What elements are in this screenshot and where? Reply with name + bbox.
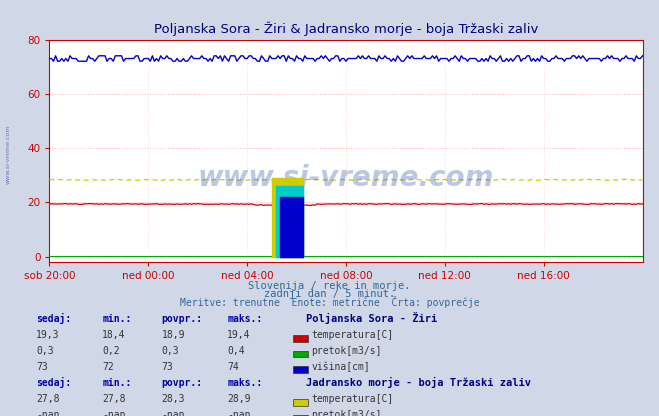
- Text: Poljanska Sora - Žiri: Poljanska Sora - Žiri: [306, 312, 438, 324]
- Text: maks.:: maks.:: [227, 314, 262, 324]
- Text: višina[cm]: višina[cm]: [311, 362, 370, 372]
- Text: Meritve: trenutne  Enote: metrične  Črta: povprečje: Meritve: trenutne Enote: metrične Črta: …: [180, 296, 479, 308]
- Text: 19,4: 19,4: [227, 330, 251, 340]
- Text: www.si-vreme.com: www.si-vreme.com: [5, 124, 11, 184]
- Text: temperatura[C]: temperatura[C]: [311, 330, 393, 340]
- Text: zadnji dan / 5 minut.: zadnji dan / 5 minut.: [264, 290, 395, 300]
- Text: sedaj:: sedaj:: [36, 377, 71, 389]
- Text: 73: 73: [36, 362, 48, 372]
- Text: 72: 72: [102, 362, 114, 372]
- Text: www.si-vreme.com: www.si-vreme.com: [198, 163, 494, 191]
- Text: min.:: min.:: [102, 314, 132, 324]
- Text: 0,4: 0,4: [227, 346, 245, 356]
- Text: Slovenija / reke in morje.: Slovenija / reke in morje.: [248, 281, 411, 291]
- Text: povpr.:: povpr.:: [161, 379, 202, 389]
- Text: -nan: -nan: [102, 410, 126, 416]
- Text: maks.:: maks.:: [227, 379, 262, 389]
- Text: 28,9: 28,9: [227, 394, 251, 404]
- Text: pretok[m3/s]: pretok[m3/s]: [311, 346, 382, 356]
- Text: 19,3: 19,3: [36, 330, 60, 340]
- Text: 27,8: 27,8: [36, 394, 60, 404]
- Text: 28,3: 28,3: [161, 394, 185, 404]
- Text: pretok[m3/s]: pretok[m3/s]: [311, 410, 382, 416]
- Text: 18,4: 18,4: [102, 330, 126, 340]
- Text: Jadransko morje - boja Tržaski zaliv: Jadransko morje - boja Tržaski zaliv: [306, 377, 531, 389]
- Text: 0,3: 0,3: [161, 346, 179, 356]
- Text: 73: 73: [161, 362, 173, 372]
- Text: -nan: -nan: [161, 410, 185, 416]
- Text: povpr.:: povpr.:: [161, 314, 202, 324]
- Text: -nan: -nan: [36, 410, 60, 416]
- Text: -nan: -nan: [227, 410, 251, 416]
- Text: min.:: min.:: [102, 379, 132, 389]
- Text: 18,9: 18,9: [161, 330, 185, 340]
- Text: 0,2: 0,2: [102, 346, 120, 356]
- Title: Poljanska Sora - Žiri & Jadransko morje - boja Tržaski zaliv: Poljanska Sora - Žiri & Jadransko morje …: [154, 21, 538, 36]
- Text: 74: 74: [227, 362, 239, 372]
- Text: 27,8: 27,8: [102, 394, 126, 404]
- Text: sedaj:: sedaj:: [36, 313, 71, 324]
- Text: temperatura[C]: temperatura[C]: [311, 394, 393, 404]
- Text: 0,3: 0,3: [36, 346, 54, 356]
